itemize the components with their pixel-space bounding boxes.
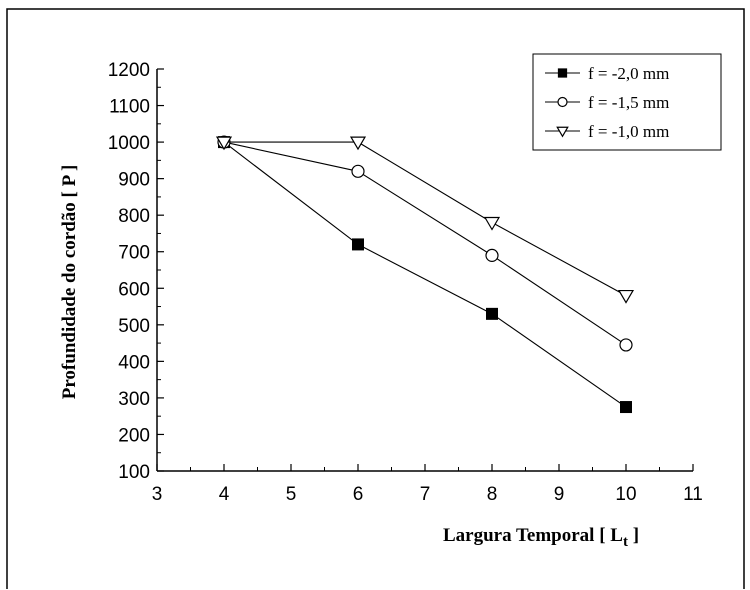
y-tick-label: 1100 [109, 97, 150, 118]
y-tick-label: 400 [118, 352, 150, 373]
x-tick-label: 9 [554, 484, 565, 505]
data-point [486, 307, 498, 320]
data-point [617, 289, 635, 304]
y-tick-label: 700 [118, 243, 150, 264]
x-tick-label: 4 [219, 484, 230, 505]
y-tick-label: 600 [118, 279, 150, 300]
x-tick-label: 8 [487, 484, 498, 505]
x-tick-label: 10 [615, 484, 636, 505]
y-tick-label: 500 [118, 316, 150, 337]
legend: f = -2,0 mm f = -1,5 mm f = -1,0 mm [532, 53, 722, 151]
legend-label: f = -1,0 mm [588, 122, 669, 141]
legend-marker [556, 126, 569, 138]
x-tick-label: 11 [683, 484, 703, 505]
x-tick-label: 5 [286, 484, 297, 505]
legend-marker [557, 68, 568, 78]
y-tick-label: 1000 [108, 133, 150, 154]
series-line [223, 141, 627, 408]
y-tick-label: 100 [118, 462, 150, 483]
data-point [352, 238, 364, 251]
x-tick-label: 6 [353, 484, 364, 505]
data-point [349, 136, 367, 151]
x-axis-title-subscript: t [623, 534, 628, 550]
x-axis-title: Largura Temporal [ Lt ] [443, 525, 639, 550]
x-tick-label: 7 [420, 484, 431, 505]
data-point [351, 164, 365, 178]
data-point [483, 216, 501, 231]
figure-frame [6, 8, 745, 589]
y-tick-label: 800 [118, 206, 150, 227]
legend-label: f = -2,0 mm [588, 64, 669, 83]
series-layer [215, 135, 635, 414]
x-axis-title-suffix: ] [628, 525, 639, 546]
series-line [224, 141, 627, 297]
series-3 [215, 136, 635, 304]
y-tick-label: 300 [118, 389, 150, 410]
y-tick-label: 1200 [108, 60, 150, 81]
data-point [215, 136, 233, 151]
data-point [620, 401, 632, 414]
y-tick-label: 900 [118, 170, 150, 191]
x-axis-title-main: Largura Temporal [ L [443, 525, 623, 546]
legend-marker [557, 96, 568, 108]
y-tick-label: 200 [118, 425, 150, 446]
legend-label: f = -1,5 mm [588, 93, 669, 112]
series-line [223, 141, 627, 346]
data-point [485, 248, 499, 262]
series-1 [218, 136, 632, 414]
series-2 [217, 135, 633, 352]
data-point [619, 338, 633, 352]
axis-ticks: 3 4 5 6 7 8 9 10 11 100 200 300 400 500 600 700 800 900 10… [108, 60, 703, 505]
y-axis-title: Profundidade do cordão [ P ] [59, 165, 80, 400]
x-tick-label: 3 [152, 484, 163, 505]
